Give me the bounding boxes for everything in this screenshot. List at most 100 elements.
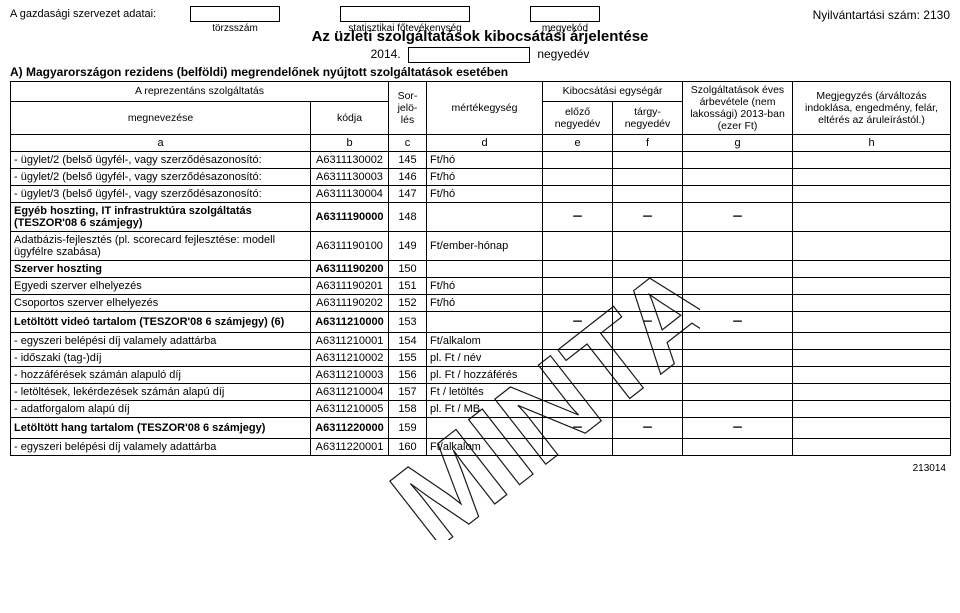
cell-f[interactable]	[613, 278, 683, 295]
cell-e[interactable]: −	[543, 203, 613, 232]
cell-code: A6311190100	[311, 232, 389, 261]
cell-note[interactable]	[793, 232, 951, 261]
cell-note[interactable]	[793, 186, 951, 203]
cell-f[interactable]	[613, 401, 683, 418]
col-letter-d: d	[427, 135, 543, 152]
cell-note[interactable]	[793, 384, 951, 401]
cell-seq: 149	[389, 232, 427, 261]
cell-g[interactable]	[683, 401, 793, 418]
cell-e[interactable]	[543, 278, 613, 295]
cell-e[interactable]	[543, 261, 613, 278]
cell-e[interactable]	[543, 384, 613, 401]
cell-name: - hozzáférések számán alapuló díj	[11, 367, 311, 384]
cell-g[interactable]	[683, 152, 793, 169]
cell-f[interactable]	[613, 384, 683, 401]
cell-name: - adatforgalom alapú díj	[11, 401, 311, 418]
cell-seq: 155	[389, 350, 427, 367]
cell-note[interactable]	[793, 418, 951, 439]
cell-g[interactable]	[683, 295, 793, 312]
cell-f[interactable]: −	[613, 203, 683, 232]
cell-code: A6311220000	[311, 418, 389, 439]
input-torzsszam[interactable]	[190, 6, 280, 22]
cell-unit: Ft/hó	[427, 295, 543, 312]
cell-e[interactable]	[543, 367, 613, 384]
table-head: A reprezentáns szolgáltatás Sor-jelö-lés…	[11, 82, 951, 152]
col-letter-a: a	[11, 135, 311, 152]
cell-g[interactable]	[683, 186, 793, 203]
cell-e[interactable]: −	[543, 312, 613, 333]
table-row: Egyéb hoszting, IT infrastruktúra szolgá…	[11, 203, 951, 232]
page: A gazdasági szervezet adatai: törzsszám …	[0, 0, 960, 476]
cell-g[interactable]	[683, 384, 793, 401]
cell-note[interactable]	[793, 203, 951, 232]
cell-code: A6311130004	[311, 186, 389, 203]
cell-f[interactable]	[613, 367, 683, 384]
cell-f[interactable]	[613, 333, 683, 350]
cell-note[interactable]	[793, 278, 951, 295]
registration-number: Nyilvántartási szám: 2130	[813, 6, 950, 22]
cell-note[interactable]	[793, 367, 951, 384]
cell-g[interactable]	[683, 333, 793, 350]
cell-f[interactable]	[613, 232, 683, 261]
cell-seq: 151	[389, 278, 427, 295]
cell-unit: Ft/hó	[427, 152, 543, 169]
cell-e[interactable]	[543, 295, 613, 312]
cell-unit: pl. Ft / MB	[427, 401, 543, 418]
cell-f[interactable]	[613, 261, 683, 278]
cell-e[interactable]	[543, 350, 613, 367]
cell-note[interactable]	[793, 333, 951, 350]
cell-g[interactable]	[683, 439, 793, 456]
cell-code: A6311210000	[311, 312, 389, 333]
cell-e[interactable]	[543, 333, 613, 350]
col-letter-b: b	[311, 135, 389, 152]
cell-note[interactable]	[793, 261, 951, 278]
cell-note[interactable]	[793, 439, 951, 456]
table-row: - hozzáférések számán alapuló díjA631121…	[11, 367, 951, 384]
cell-g[interactable]: −	[683, 418, 793, 439]
cell-g[interactable]: −	[683, 312, 793, 333]
cell-g[interactable]	[683, 278, 793, 295]
quarter-input[interactable]	[408, 47, 530, 63]
cell-code: A6311220001	[311, 439, 389, 456]
cell-name: Szerver hoszting	[11, 261, 311, 278]
cell-g[interactable]	[683, 350, 793, 367]
cell-f[interactable]: −	[613, 312, 683, 333]
cell-f[interactable]	[613, 152, 683, 169]
cell-note[interactable]	[793, 295, 951, 312]
cell-g[interactable]	[683, 367, 793, 384]
cell-e[interactable]	[543, 186, 613, 203]
th-rep-service: A reprezentáns szolgáltatás	[11, 82, 389, 102]
cell-f[interactable]	[613, 350, 683, 367]
cell-f[interactable]	[613, 186, 683, 203]
cell-note[interactable]	[793, 152, 951, 169]
cell-f[interactable]: −	[613, 418, 683, 439]
cell-g[interactable]: −	[683, 203, 793, 232]
cell-e[interactable]	[543, 169, 613, 186]
cell-note[interactable]	[793, 350, 951, 367]
table-row: - ügylet/2 (belső ügyfél-, vagy szerződé…	[11, 152, 951, 169]
cell-seq: 150	[389, 261, 427, 278]
cell-f[interactable]	[613, 169, 683, 186]
th-sorjel: Sor-jelö-lés	[389, 82, 427, 135]
cell-e[interactable]	[543, 401, 613, 418]
cell-note[interactable]	[793, 312, 951, 333]
page-subtitle: 2014. negyedév	[10, 47, 950, 63]
cell-e[interactable]	[543, 439, 613, 456]
cell-e[interactable]	[543, 152, 613, 169]
cell-g[interactable]	[683, 232, 793, 261]
cell-e[interactable]	[543, 232, 613, 261]
cell-f[interactable]	[613, 439, 683, 456]
th-szolg: Szolgáltatások éves árbevétele (nem lako…	[683, 82, 793, 135]
input-fotevekenyseg[interactable]	[340, 6, 470, 22]
th-megj: Megjegyzés (árváltozás indoklása, engedm…	[793, 82, 951, 135]
cell-g[interactable]	[683, 169, 793, 186]
cell-code: A6311130002	[311, 152, 389, 169]
table-row: - egyszeri belépési díj valamely adattár…	[11, 333, 951, 350]
input-megyekod[interactable]	[530, 6, 600, 22]
cell-f[interactable]	[613, 295, 683, 312]
cell-g[interactable]	[683, 261, 793, 278]
cell-note[interactable]	[793, 169, 951, 186]
cell-e[interactable]: −	[543, 418, 613, 439]
table-row: Szerver hosztingA6311190200150	[11, 261, 951, 278]
cell-note[interactable]	[793, 401, 951, 418]
